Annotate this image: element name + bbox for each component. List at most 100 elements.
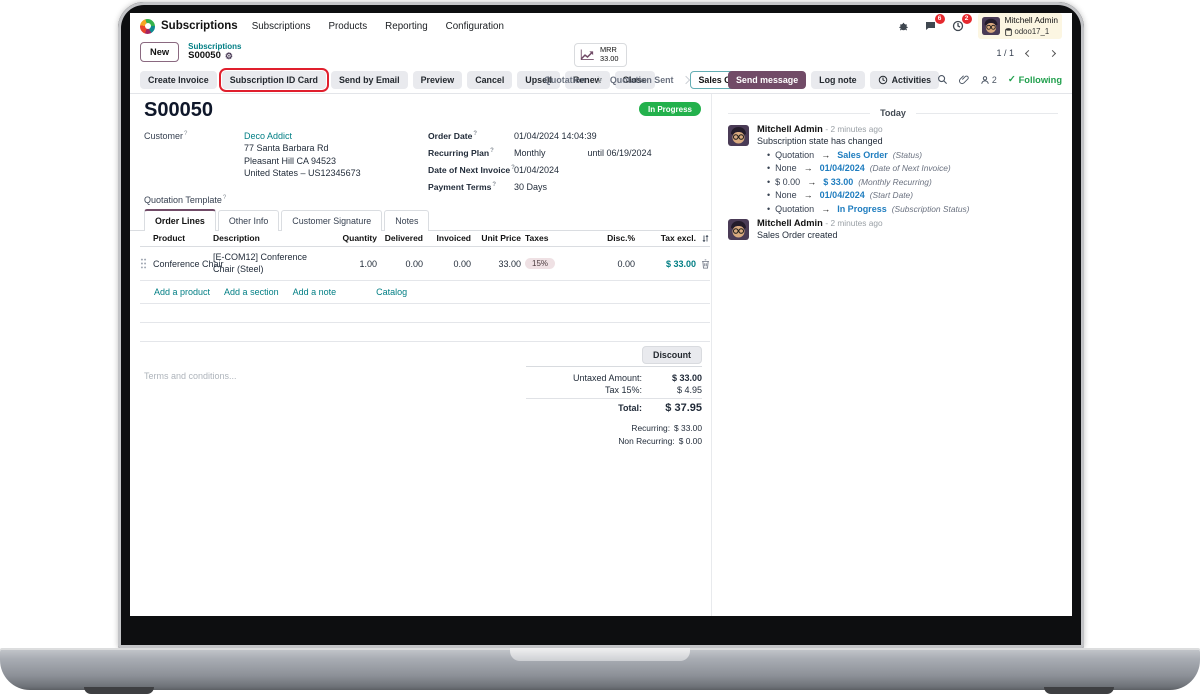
- chatter-icons: 2 ✓ Following: [937, 74, 1062, 85]
- followers-button[interactable]: 2: [980, 75, 997, 85]
- message-author[interactable]: Mitchell Admin: [757, 124, 823, 134]
- user-menu[interactable]: Mitchell Admin odoo17_1: [977, 13, 1062, 39]
- total-value: $ 37.95: [665, 402, 702, 414]
- bug-icon[interactable]: [897, 19, 911, 33]
- col-invoiced[interactable]: Invoiced: [436, 233, 471, 243]
- laptop-foot: [84, 687, 154, 694]
- activities-button[interactable]: Activities: [869, 71, 940, 89]
- cell-product[interactable]: Conference Chair: [153, 258, 224, 269]
- order-date-label: Order Date?: [428, 131, 478, 141]
- tracking-values: • Quotation → Sales Order (Status) • Non…: [757, 150, 1066, 214]
- close-button[interactable]: Close: [614, 71, 655, 89]
- cell-description[interactable]: [E-COM12] Conference Chair (Steel): [213, 252, 308, 274]
- tracking-item: • None → 01/04/2024 (Start Date): [767, 190, 914, 200]
- new-button[interactable]: New: [140, 42, 180, 62]
- create-invoice-button[interactable]: Create Invoice: [140, 71, 217, 89]
- send-message-button[interactable]: Send message: [728, 71, 807, 89]
- tracking-item: • None → 01/04/2024 (Date of Next Invoic…: [767, 163, 951, 173]
- cell-invoiced[interactable]: 0.00: [453, 258, 471, 269]
- col-tax-excl[interactable]: Tax excl.: [660, 233, 696, 243]
- pager-previous-icon[interactable]: [1018, 45, 1038, 61]
- col-delivered[interactable]: Delivered: [384, 233, 423, 243]
- recurring-plan-value[interactable]: Monthly: [514, 148, 546, 158]
- chatter-controls: Send message Log note Activities: [728, 71, 940, 89]
- cell-unit-price[interactable]: 33.00: [498, 258, 521, 269]
- col-unit-price[interactable]: Unit Price: [481, 233, 521, 243]
- menu-subscriptions[interactable]: Subscriptions: [251, 20, 311, 32]
- next-invoice-value[interactable]: 01/04/2024: [514, 165, 560, 175]
- drag-handle-icon[interactable]: [140, 258, 153, 269]
- laptop-foot: [1044, 687, 1114, 694]
- col-description[interactable]: Description: [213, 233, 260, 243]
- tab-order-lines[interactable]: Order Lines: [144, 209, 216, 231]
- mrr-widget[interactable]: MRR 33.00: [574, 43, 627, 67]
- status-badge: In Progress: [638, 102, 701, 116]
- total-label: Total:: [618, 403, 642, 413]
- messages-icon[interactable]: 6: [924, 14, 945, 33]
- search-icon[interactable]: [937, 74, 948, 85]
- renew-button[interactable]: Renew: [564, 71, 610, 89]
- odoo-app-window: Subscriptions Subscriptions Products Rep…: [130, 13, 1072, 616]
- breadcrumb-app[interactable]: Subscriptions: [188, 42, 242, 51]
- cancel-button[interactable]: Cancel: [467, 71, 513, 89]
- customer-link[interactable]: Deco Addict: [244, 131, 293, 141]
- add-a-section-link[interactable]: Add a section: [224, 287, 279, 298]
- avatar[interactable]: [728, 219, 749, 240]
- tracking-item: • Quotation → In Progress (Subscription …: [767, 203, 970, 214]
- add-a-product-link[interactable]: Add a product: [154, 287, 211, 298]
- user-name: Mitchell Admin: [1004, 15, 1059, 26]
- customer-label: Customer?: [144, 131, 188, 141]
- tab-notes[interactable]: Notes: [384, 210, 430, 231]
- arrow-right-icon: →: [803, 190, 813, 200]
- cell-delivered[interactable]: 0.00: [405, 258, 423, 269]
- order-date-value[interactable]: 01/04/2024 14:04:39: [514, 131, 597, 141]
- col-taxes[interactable]: Taxes: [525, 233, 549, 243]
- control-panel: New Subscriptions S00050 ⚙ MRR: [130, 39, 1072, 67]
- non-recurring-label: Non Recurring:: [618, 436, 675, 447]
- payment-terms-value[interactable]: 30 Days: [514, 182, 548, 192]
- paperclip-icon[interactable]: [958, 74, 969, 85]
- tab-customer-signature[interactable]: Customer Signature: [281, 210, 383, 231]
- upsell-button[interactable]: Upsell: [517, 71, 560, 89]
- add-a-note-link[interactable]: Add a note: [292, 287, 337, 298]
- menu-configuration[interactable]: Configuration: [445, 20, 504, 32]
- gear-icon[interactable]: ⚙: [224, 51, 233, 62]
- avatar[interactable]: [728, 125, 749, 146]
- following-button[interactable]: ✓ Following: [1007, 74, 1062, 85]
- discount-button[interactable]: Discount: [642, 346, 702, 364]
- cell-quantity[interactable]: 1.00: [359, 258, 377, 269]
- non-recurring-value: $ 0.00: [678, 436, 702, 447]
- menu-products[interactable]: Products: [328, 20, 368, 32]
- col-quantity[interactable]: Quantity: [342, 233, 377, 243]
- col-disc[interactable]: Disc.%: [607, 233, 635, 243]
- pager-next-icon[interactable]: [1042, 45, 1062, 61]
- activities-clock-icon[interactable]: 2: [951, 14, 972, 33]
- send-by-email-button[interactable]: Send by Email: [330, 71, 408, 89]
- cell-disc[interactable]: 0.00: [617, 258, 635, 269]
- tax-pill[interactable]: 15%: [525, 258, 556, 270]
- col-product[interactable]: Product: [153, 233, 186, 243]
- terms-placeholder[interactable]: Terms and conditions...: [144, 371, 237, 381]
- recurring-until: until 06/19/2024: [587, 148, 652, 158]
- status-quotation-sent[interactable]: Quotation Sent: [609, 75, 674, 85]
- catalog-link[interactable]: Catalog: [376, 287, 408, 298]
- status-separator-icon: [593, 75, 603, 85]
- recurring-plan-label: Recurring Plan?: [428, 148, 494, 158]
- payment-terms-label: Payment Terms?: [428, 182, 497, 192]
- database-name: odoo17_1: [1014, 27, 1050, 37]
- quotation-template-label: Quotation Template?: [144, 194, 227, 205]
- column-settings-icon[interactable]: [701, 234, 710, 243]
- app-brand[interactable]: Subscriptions: [140, 18, 238, 34]
- log-note-button[interactable]: Log note: [811, 71, 865, 89]
- trash-icon[interactable]: [701, 259, 710, 269]
- preview-button[interactable]: Preview: [412, 71, 463, 89]
- status-quotation[interactable]: Quotation: [544, 75, 586, 85]
- message-author[interactable]: Mitchell Admin: [757, 218, 823, 228]
- recurring-value: $ 33.00: [674, 423, 702, 433]
- tab-other-info[interactable]: Other Info: [217, 210, 280, 231]
- order-line-row[interactable]: Conference Chair [E-COM12] Conference Ch…: [140, 247, 710, 282]
- status-bar: Quotation Quotation Sent Sales Order: [536, 71, 758, 89]
- clock-icon: [878, 75, 887, 85]
- subscription-id-card-button[interactable]: Subscription ID Card: [218, 68, 329, 92]
- menu-reporting[interactable]: Reporting: [385, 20, 428, 32]
